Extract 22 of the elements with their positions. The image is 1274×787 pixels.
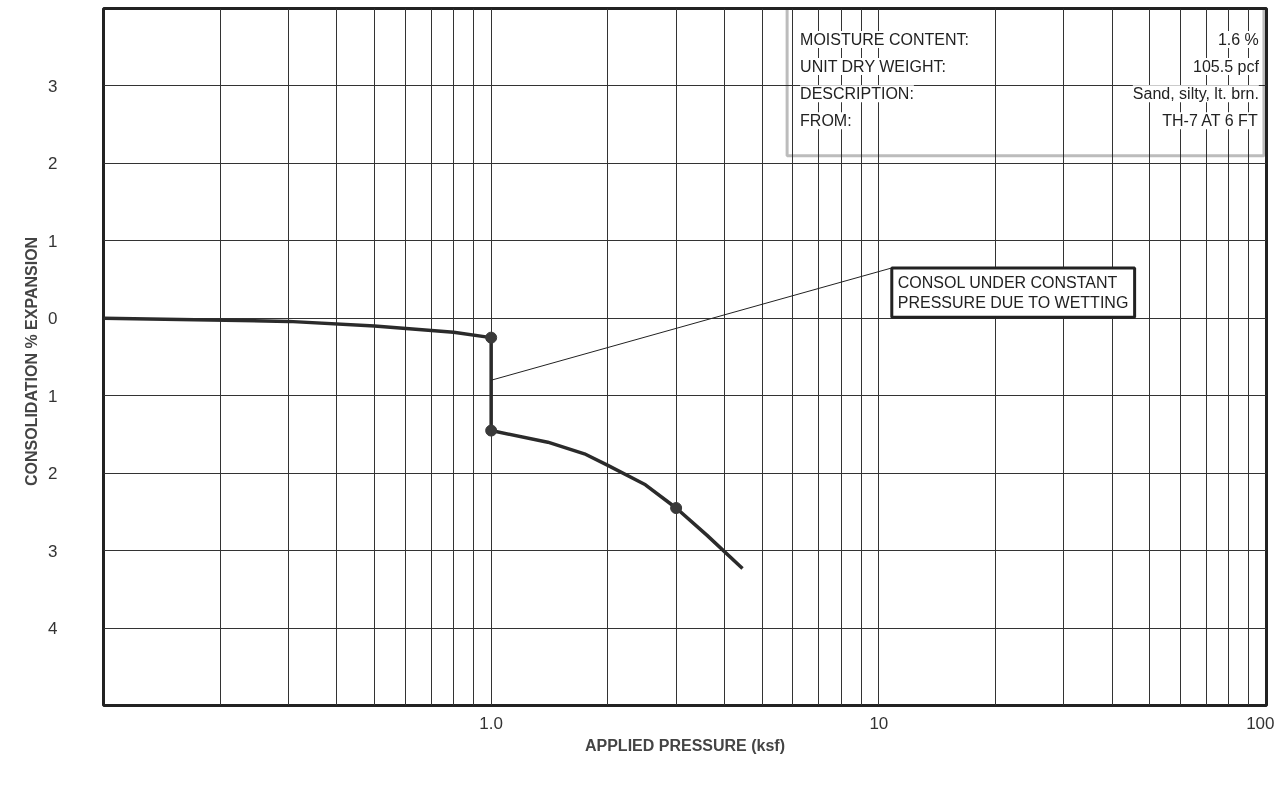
- y-axis-title: CONSOLIDATION % EXPANSION: [23, 236, 41, 487]
- y-tick-label: 3: [48, 76, 58, 96]
- annotation: 105.5 pcf: [1193, 58, 1260, 76]
- annotation: DESCRIPTION:: [800, 85, 914, 103]
- y-tick-label: 2: [48, 154, 58, 174]
- annotation: 1.6 %: [1217, 30, 1259, 48]
- y-tick-label: 3: [48, 541, 58, 561]
- x-axis-title: APPLIED PRESSURE (ksf): [584, 736, 786, 754]
- y-tick-label: 1: [48, 386, 58, 406]
- y-tick-label: 4: [48, 619, 58, 639]
- annotation: TH-7 AT 6 FT: [1162, 112, 1258, 130]
- y-tick-label: 2: [48, 464, 58, 484]
- annotation: MOISTURE CONTENT:: [800, 30, 969, 48]
- x-tick-label: 10: [869, 713, 889, 733]
- y-tick-label: 1: [48, 231, 58, 251]
- annotation: CONSOL UNDER CONSTANT PRESSURE DUE TO WETTING: [897, 273, 1129, 312]
- annotation: Sand, silty, lt. brn.: [1132, 85, 1259, 103]
- x-tick-label: 1.0: [479, 713, 503, 733]
- y-tick-label: 0: [48, 309, 58, 329]
- x-tick-label: 100: [1246, 713, 1274, 733]
- annotation: UNIT DRY WEIGHT:: [800, 58, 946, 76]
- annotation: FROM:: [800, 112, 852, 130]
